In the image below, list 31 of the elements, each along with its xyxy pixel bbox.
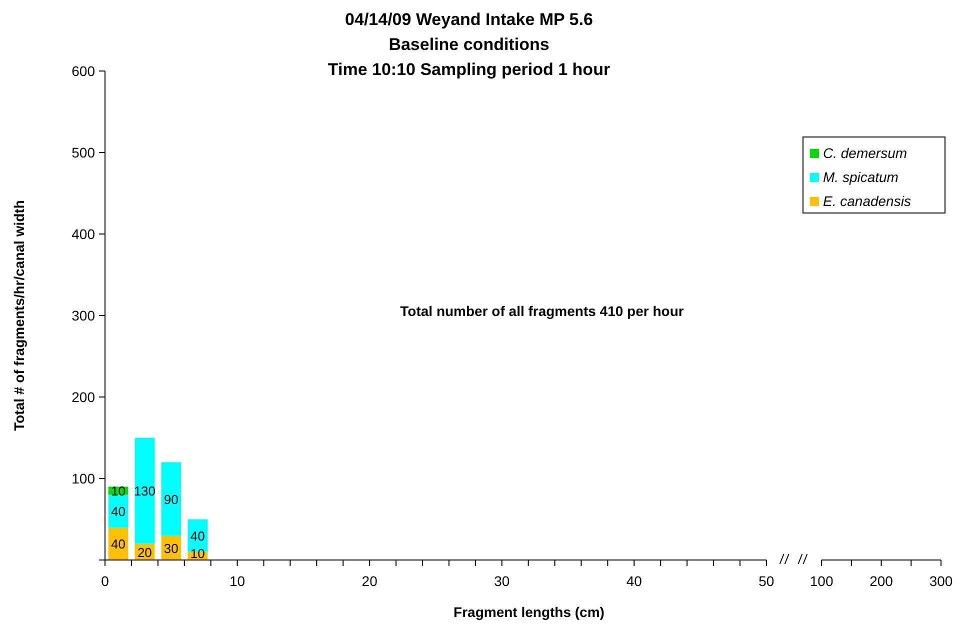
chart-title: 04/14/09 Weyand Intake MP 5.6 Baseline conditions Time 10:10 Sampling period 1 hour (328, 10, 610, 79)
x-tick-label: 40 (626, 573, 642, 589)
data-label: 40 (110, 536, 126, 552)
x2-tick-label: 300 (929, 573, 953, 589)
y-tick-label: 100 (72, 470, 96, 486)
data-label: 40 (190, 528, 205, 544)
x-axis-title: Fragment lengths (cm) (454, 604, 604, 620)
data-label: 90 (164, 492, 178, 507)
legend-label: E. canadensis (823, 193, 911, 209)
x-tick-label: 50 (758, 573, 774, 589)
x-tick-label: 30 (494, 573, 510, 589)
y-tick-label: 500 (72, 144, 96, 160)
data-label: 30 (164, 540, 178, 556)
legend-label: M. spicatum (823, 169, 899, 185)
y-tick-label: 400 (72, 226, 96, 242)
x2-tick-label: 100 (810, 573, 834, 589)
x-tick-label: 10 (230, 573, 246, 589)
x-tick-label: 0 (101, 573, 110, 589)
bar (134, 438, 155, 544)
y-tick-label: 600 (72, 63, 96, 79)
y-axis-title: Total # of fragments/hr/canal width (11, 200, 27, 431)
data-label: 10 (110, 484, 126, 499)
annotation: Total number of all fragments 410 per hour (400, 303, 684, 319)
y-tick-label: 300 (72, 308, 96, 324)
legend-label: C. demersum (823, 145, 908, 161)
data-label: 40 (110, 504, 126, 520)
bar (161, 462, 182, 536)
data-label: 20 (137, 544, 152, 560)
x-tick-label: 20 (362, 573, 378, 589)
y-tick-label: 200 (72, 389, 96, 405)
x2-tick-label: 200 (870, 573, 894, 589)
